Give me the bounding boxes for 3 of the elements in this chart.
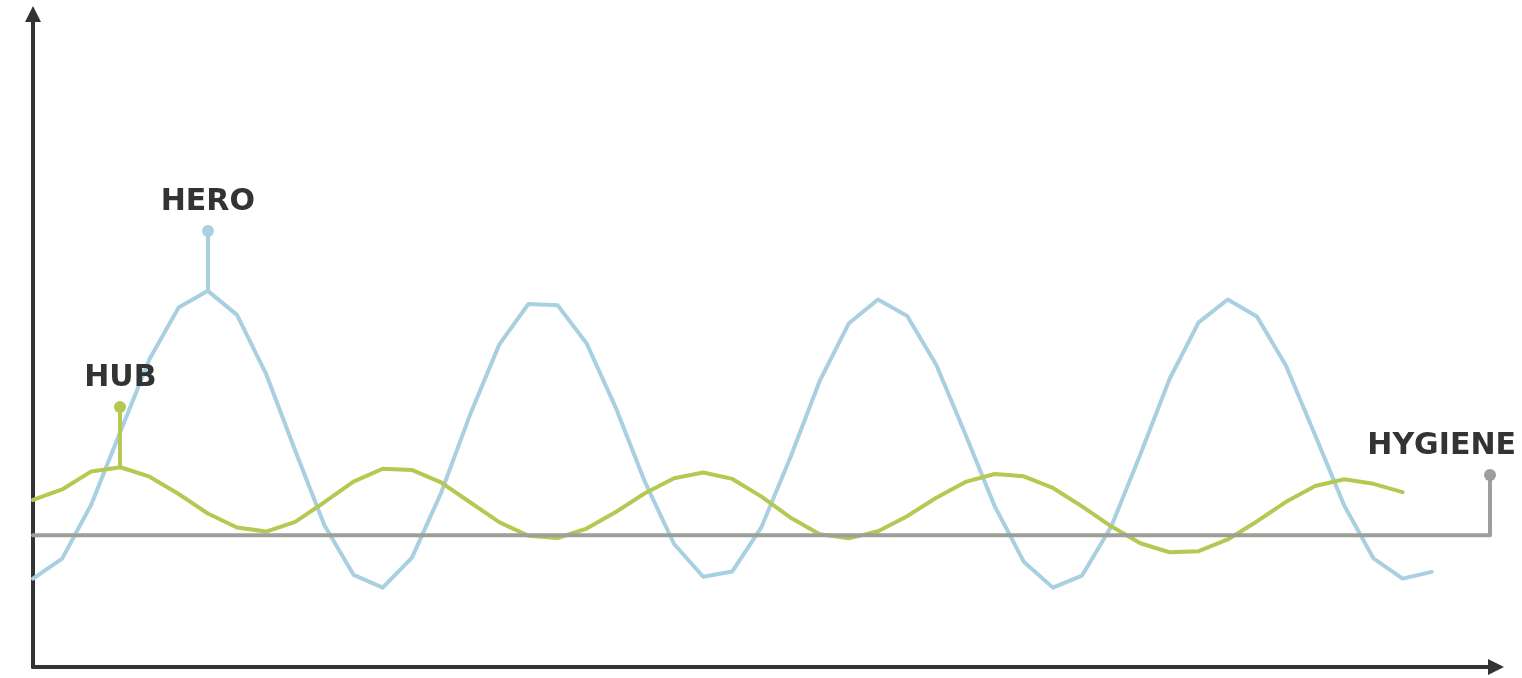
text: HYGIENE [1367,426,1516,462]
text: HERO [160,181,255,217]
text: HUB [84,358,157,394]
